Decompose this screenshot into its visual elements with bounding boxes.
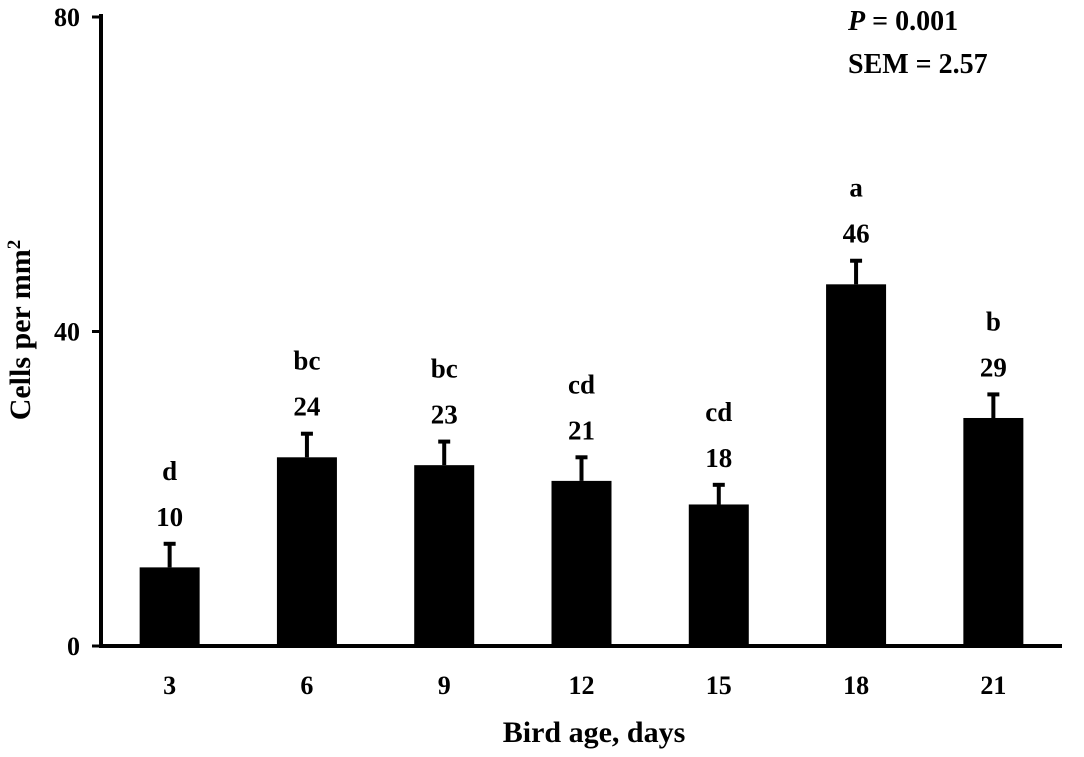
significance-letter-12: cd <box>568 369 595 399</box>
x-tick-label-6: 6 <box>300 671 313 700</box>
bar-12 <box>551 480 612 646</box>
value-label-6: 24 <box>293 392 320 422</box>
sem-annotation: SEM = 2.57 <box>848 49 988 80</box>
bar-15 <box>688 504 749 646</box>
p-value-annotation: P = 0.001 <box>847 6 958 37</box>
x-axis-title: Bird age, days <box>503 716 686 749</box>
value-label-3: 10 <box>156 502 183 532</box>
x-tick-label-3: 3 <box>163 671 176 700</box>
y-axis-title-superscript: 2 <box>4 240 25 250</box>
x-tick-label-9: 9 <box>438 671 451 700</box>
bar-18 <box>826 284 887 646</box>
bar-6 <box>276 457 337 646</box>
x-tick-label-12: 12 <box>569 671 595 700</box>
bar-labels: 10 d 24 bc 23 bc 21 cd 18 cd 46 a 29 b <box>156 173 1007 532</box>
significance-letter-9: bc <box>431 354 458 384</box>
significance-letter-18: a <box>849 173 863 203</box>
bar-21 <box>963 417 1024 646</box>
significance-letter-15: cd <box>705 397 732 427</box>
bar-3 <box>139 567 200 646</box>
value-label-18: 46 <box>843 219 870 249</box>
y-tick-label: 40 <box>54 318 80 347</box>
x-tick-label-18: 18 <box>843 671 869 700</box>
p-value-symbol: P <box>847 6 866 37</box>
x-tick-label-15: 15 <box>706 671 732 700</box>
x-axis-tick-labels: 3 6 9 12 15 18 21 <box>163 671 1006 700</box>
y-tick-label: 0 <box>67 632 80 661</box>
significance-letter-21: b <box>986 306 1001 336</box>
value-label-12: 21 <box>568 415 595 445</box>
value-label-21: 29 <box>980 352 1007 382</box>
y-tick-label: 80 <box>54 3 80 32</box>
value-label-15: 18 <box>705 443 732 473</box>
bar-9 <box>414 465 475 646</box>
bars <box>139 284 1024 646</box>
p-value-text: = 0.001 <box>865 6 958 37</box>
significance-letter-6: bc <box>293 346 320 376</box>
value-label-9: 23 <box>431 400 458 430</box>
y-axis-title-text: Cells per mm <box>4 249 37 420</box>
error-bars <box>163 258 1000 568</box>
y-axis-ticks: 0 40 80 <box>54 3 101 661</box>
x-tick-label-21: 21 <box>980 671 1006 700</box>
y-axis-title: Cells per mm2 <box>4 240 37 421</box>
significance-letter-3: d <box>162 456 177 486</box>
